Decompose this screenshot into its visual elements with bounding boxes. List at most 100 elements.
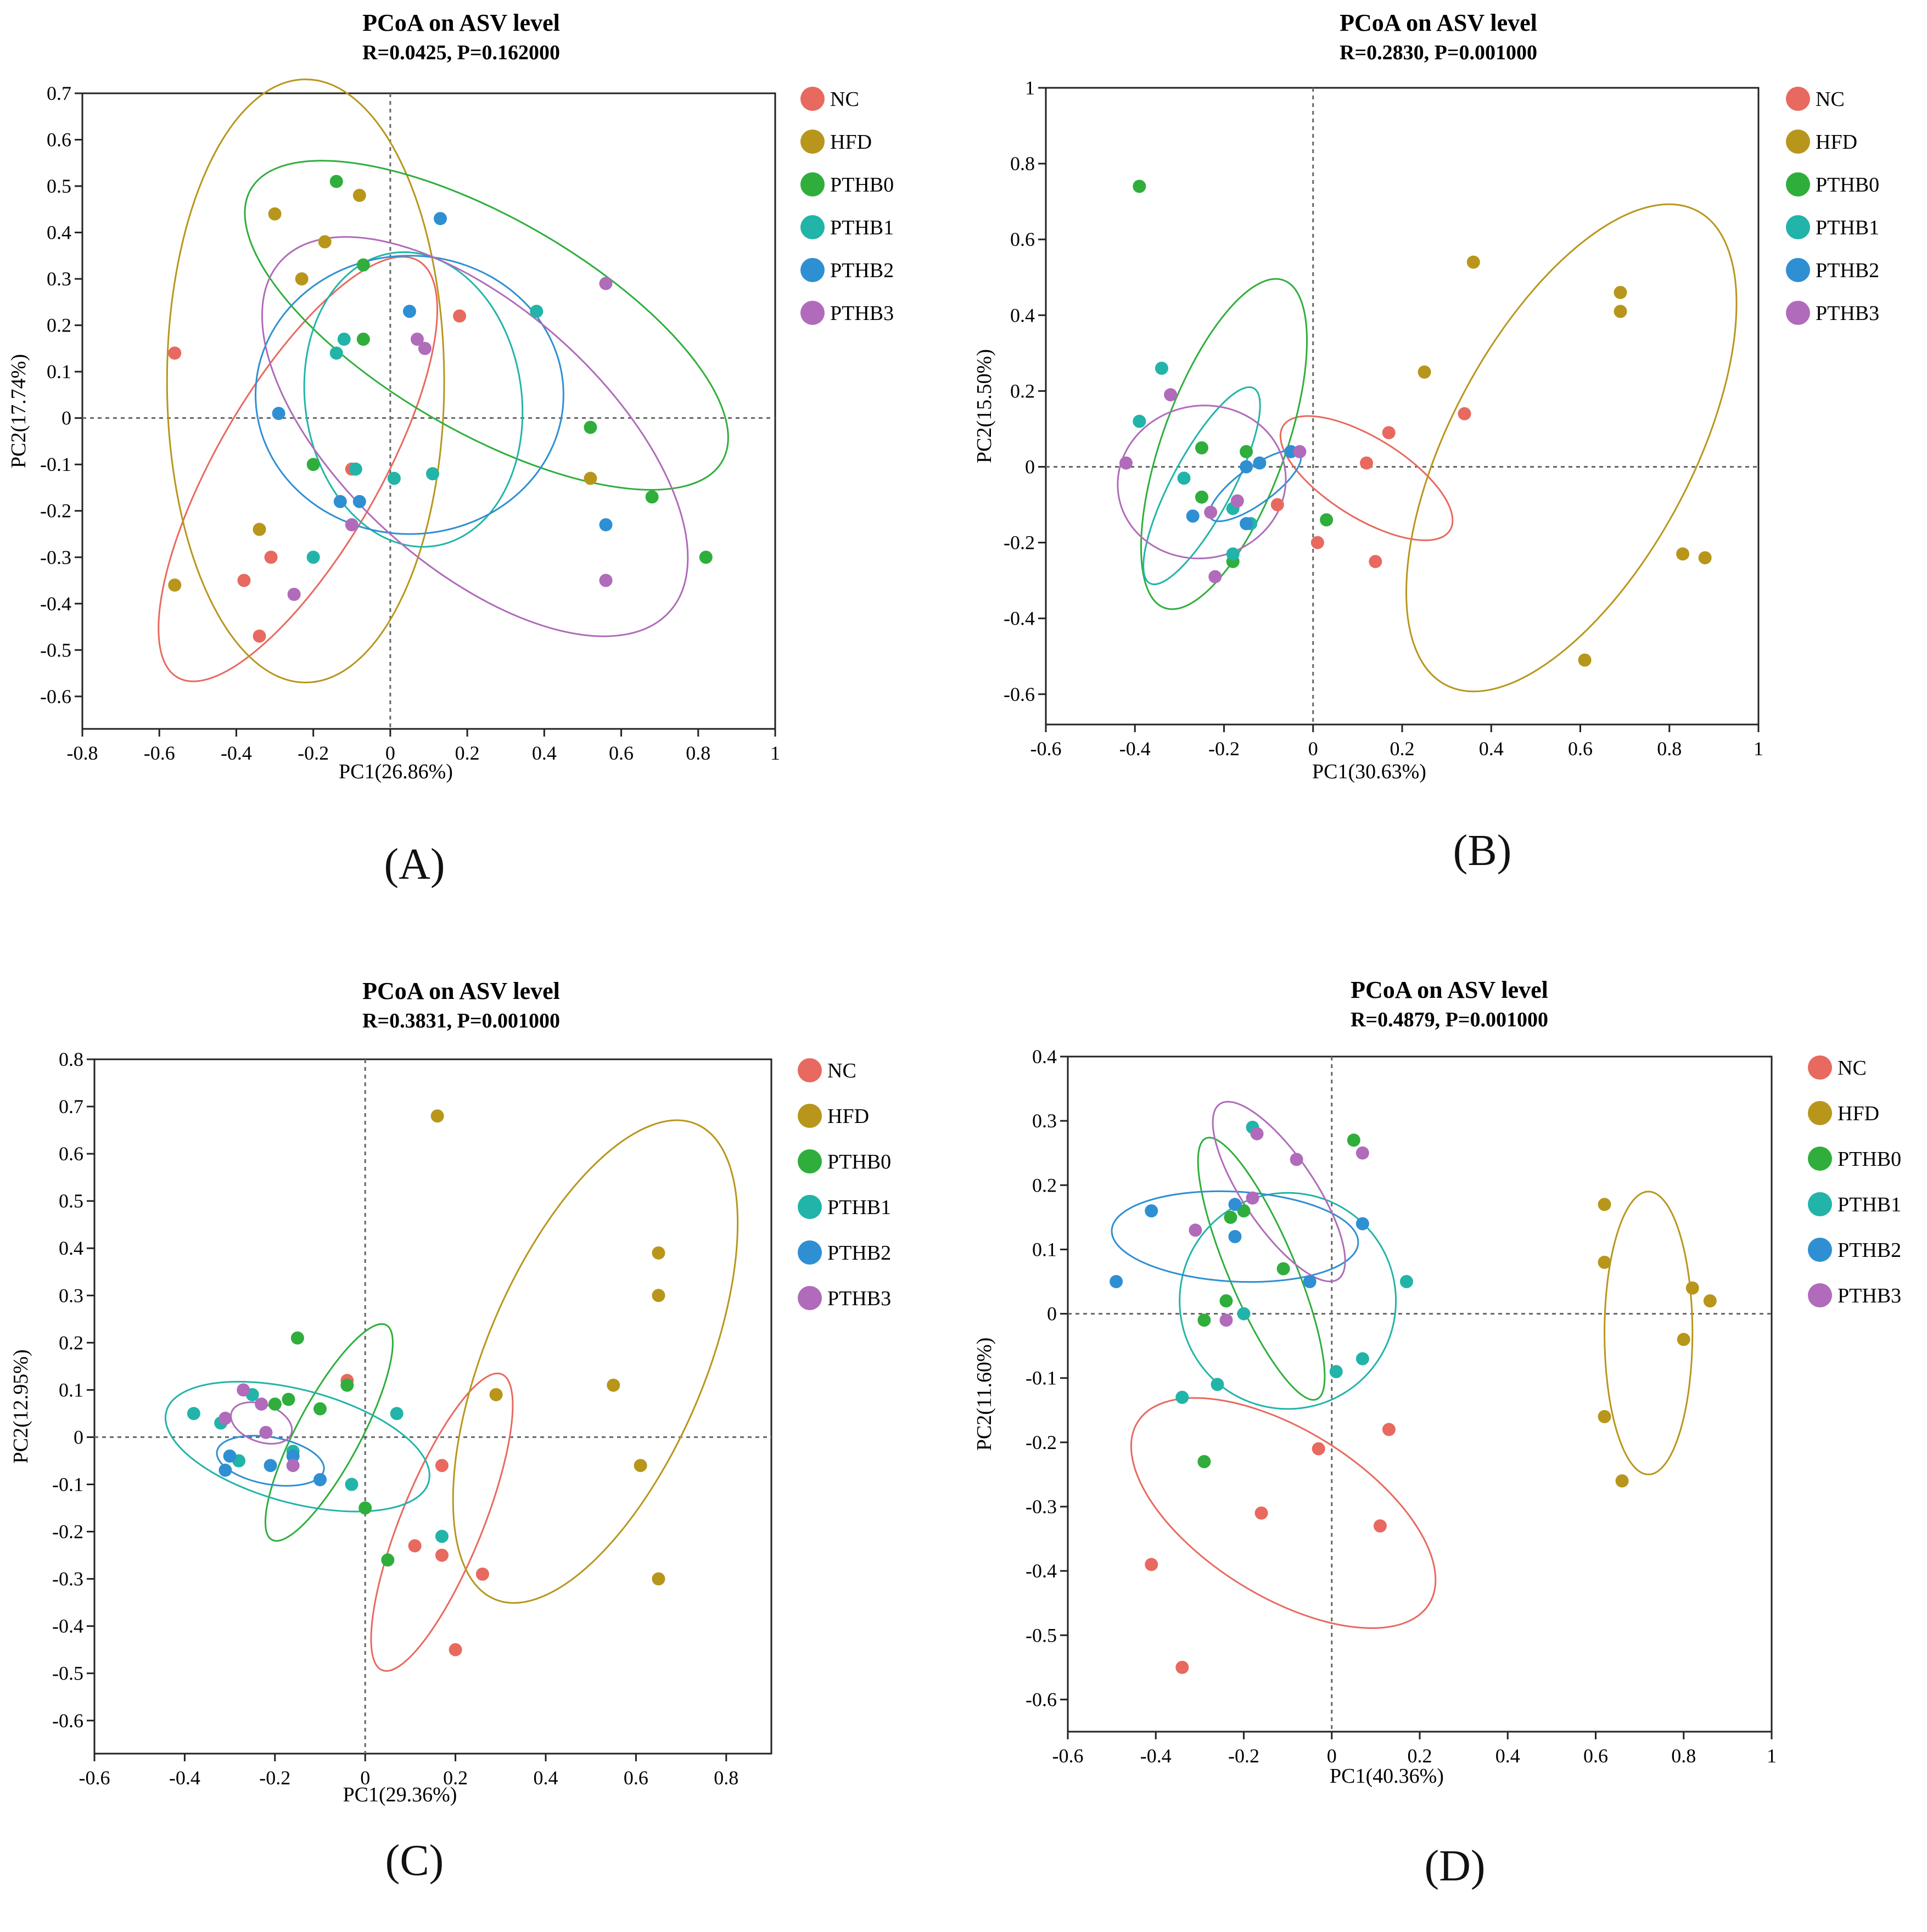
point-pthb0 — [699, 551, 713, 564]
y-tick-label: -0.3 — [52, 1568, 83, 1590]
ellipse-pthb2 — [216, 1435, 325, 1487]
point-pthb0 — [1219, 1294, 1233, 1308]
legend-label-pthb0: PTHB0 — [827, 1150, 891, 1173]
point-nc — [1312, 1442, 1325, 1456]
point-hfd — [652, 1289, 665, 1302]
x-tick-label: 0.2 — [443, 1767, 468, 1789]
legend-marker-pthb0 — [798, 1149, 822, 1173]
point-nc — [453, 309, 467, 323]
point-pthb1 — [1329, 1365, 1343, 1378]
panel-b: PCoA on ASV level R=0.2830, P=0.001000 -0.… — [964, 0, 1927, 966]
x-tick-label: -0.6 — [1030, 738, 1062, 760]
y-tick-label: 1 — [1025, 77, 1035, 99]
legend-label-nc: NC — [1816, 88, 1845, 111]
legend-marker-pthb0 — [800, 172, 825, 196]
point-pthb3 — [1293, 445, 1307, 458]
point-pthb2 — [402, 305, 416, 318]
chart-subtitle: R=0.4879, P=0.001000 — [1351, 1008, 1548, 1031]
legend-label-nc: NC — [830, 88, 859, 111]
point-hfd — [607, 1378, 620, 1392]
point-pthb2 — [313, 1473, 327, 1486]
point-pthb1 — [349, 462, 362, 476]
legend-marker-nc — [1808, 1055, 1832, 1080]
x-tick-label: -0.2 — [1208, 738, 1240, 760]
legend-label-nc: NC — [827, 1059, 856, 1082]
x-tick-label: 0.8 — [686, 742, 710, 764]
point-pthb3 — [1246, 1191, 1259, 1205]
point-hfd — [1615, 1474, 1629, 1488]
point-nc — [237, 574, 251, 587]
legend-marker-pthb2 — [1786, 258, 1810, 282]
x-tick-label: -0.4 — [1119, 738, 1151, 760]
point-hfd — [168, 578, 182, 592]
point-hfd — [584, 471, 597, 485]
x-tick-label: 0 — [1308, 738, 1318, 760]
point-pthb0 — [1224, 1210, 1237, 1224]
legend-label-pthb1: PTHB1 — [830, 216, 894, 239]
x-tick-label: 0.6 — [1568, 738, 1593, 760]
point-pthb2 — [1186, 509, 1200, 523]
x-axis-label: PC1(30.63%) — [1312, 760, 1426, 783]
point-hfd — [268, 207, 282, 221]
legend-label-pthb1: PTHB1 — [1816, 216, 1879, 239]
point-pthb0 — [313, 1402, 327, 1416]
point-nc — [1382, 426, 1396, 440]
point-pthb0 — [645, 490, 659, 504]
point-nc — [408, 1539, 422, 1553]
legend-label-pthb1: PTHB1 — [1838, 1193, 1901, 1216]
point-pthb3 — [1119, 456, 1133, 470]
point-pthb1 — [1155, 361, 1168, 375]
point-hfd — [1614, 305, 1627, 318]
legend-label-pthb0: PTHB0 — [1838, 1148, 1901, 1171]
point-pthb1 — [1133, 414, 1146, 428]
ellipse-pthb0 — [244, 160, 729, 491]
x-tick-label: -0.6 — [79, 1767, 110, 1789]
legend-label-hfd: HFD — [1838, 1102, 1879, 1125]
chart-title: PCoA on ASV level — [1351, 976, 1548, 1003]
y-tick-label: 0 — [1047, 1303, 1057, 1325]
legend-label-nc: NC — [1838, 1057, 1867, 1080]
point-pthb0 — [268, 1397, 282, 1411]
y-tick-label: 0.2 — [1032, 1174, 1057, 1196]
legend-marker-pthb1 — [1808, 1192, 1832, 1216]
point-pthb1 — [306, 551, 320, 564]
point-hfd — [430, 1109, 444, 1123]
point-pthb3 — [1219, 1313, 1233, 1327]
point-pthb0 — [1197, 1455, 1211, 1468]
point-pthb0 — [356, 332, 370, 346]
point-hfd — [1598, 1198, 1611, 1211]
point-pthb0 — [1320, 513, 1334, 527]
legend-label-pthb2: PTHB2 — [827, 1242, 891, 1265]
ellipse-pthb0 — [264, 1323, 394, 1542]
x-tick-label: -0.4 — [1140, 1745, 1172, 1767]
ellipse-pthb1 — [1179, 1192, 1397, 1410]
point-pthb2 — [1355, 1217, 1369, 1231]
point-pthb2 — [352, 495, 366, 508]
point-nc — [1373, 1519, 1387, 1533]
point-pthb2 — [1240, 517, 1253, 531]
point-hfd — [489, 1388, 503, 1401]
point-nc — [435, 1548, 449, 1562]
point-pthb2 — [272, 407, 285, 420]
ellipse-nc — [1130, 1397, 1437, 1629]
x-tick-label: 0.2 — [455, 742, 480, 764]
y-tick-label: 0.4 — [1032, 1046, 1057, 1068]
point-nc — [1145, 1558, 1158, 1571]
point-nc — [1382, 1423, 1396, 1436]
point-pthb2 — [1228, 1230, 1242, 1243]
point-pthb2 — [1240, 460, 1253, 474]
panel-label-b: (B) — [1453, 827, 1512, 875]
y-tick-label: -0.1 — [1026, 1367, 1057, 1389]
x-tick-label: -0.2 — [298, 742, 329, 764]
panel-a: PCoA on ASV level R=0.0425, P=0.162000 -0.… — [0, 0, 964, 966]
legend-marker-pthb3 — [1786, 301, 1810, 325]
point-pthb2 — [264, 1459, 277, 1473]
x-axis-label: PC1(29.36%) — [343, 1783, 457, 1806]
point-pthb1 — [1177, 471, 1191, 485]
point-pthb3 — [418, 341, 432, 355]
y-tick-label: 0.4 — [47, 222, 71, 244]
ellipse-hfd — [1604, 1190, 1694, 1475]
y-tick-label: 0.4 — [1010, 304, 1035, 326]
y-tick-label: 0.2 — [47, 314, 71, 336]
point-pthb3 — [1290, 1153, 1303, 1166]
